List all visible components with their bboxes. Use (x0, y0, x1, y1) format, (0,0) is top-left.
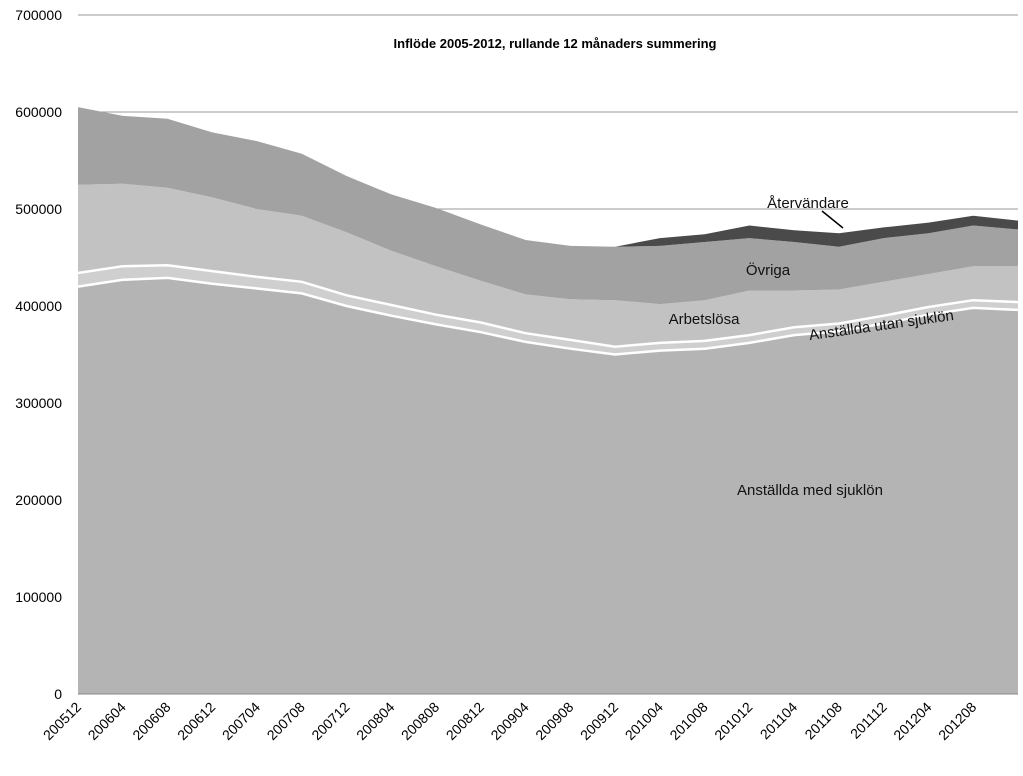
area-2 (78, 183, 1018, 347)
label-anstallda-med-sjuklon: Anställda med sjuklön (737, 482, 883, 499)
x-tick-label: 201012 (711, 699, 755, 743)
stacked-areas (77, 107, 1019, 694)
x-tick-label: 201208 (935, 699, 979, 743)
label-arbetslosa: Arbetslösa (669, 311, 741, 328)
y-tick-label: 0 (54, 686, 62, 702)
x-tick-label: 201104 (757, 699, 801, 743)
area-3 (78, 107, 1018, 305)
band-separator-line (77, 264, 1019, 348)
label-ovriga: Övriga (746, 261, 791, 279)
area-0 (78, 277, 1018, 694)
x-tick-label: 200608 (129, 699, 173, 743)
x-tick-label: 200804 (353, 699, 397, 743)
y-tick-label: 500000 (15, 201, 62, 217)
x-axis-labels: 200512 200604 200608 200612 200704 200708 2007… (40, 699, 980, 743)
x-tick-label: 201008 (666, 699, 710, 743)
chart-title: Inflöde 2005-2012, rullande 12 månaders … (394, 36, 717, 51)
x-tick-label: 201004 (622, 699, 666, 743)
y-tick-label: 200000 (15, 492, 62, 508)
x-tick-label: 200912 (577, 699, 621, 743)
y-tick-label: 300000 (15, 395, 62, 411)
x-tick-label: 200708 (264, 699, 308, 743)
x-tick-label: 200904 (487, 699, 531, 743)
x-tick-label: 200908 (532, 699, 576, 743)
band-separator-line (77, 276, 1019, 356)
x-tick-label: 200612 (174, 699, 218, 743)
x-tick-label: 201108 (801, 699, 845, 743)
y-tick-label: 400000 (15, 298, 62, 314)
y-tick-label: 600000 (15, 104, 62, 120)
x-tick-label: 201204 (890, 699, 934, 743)
x-tick-label: 200604 (85, 699, 129, 743)
y-axis-labels: 0 100000 200000 300000 400000 500000 600000 700… (15, 7, 62, 702)
x-tick-label: 200512 (40, 699, 84, 743)
label-atervandare: Återvändare (767, 195, 849, 212)
x-tick-label: 201112 (847, 699, 890, 742)
label-atervandare-leader (821, 210, 844, 229)
area-4 (78, 107, 1018, 247)
y-tick-label: 100000 (15, 589, 62, 605)
y-tick-label: 700000 (15, 7, 62, 23)
area-1 (78, 265, 1018, 355)
x-tick-label: 200704 (219, 699, 263, 743)
x-tick-label: 200812 (443, 699, 487, 743)
x-tick-label: 200712 (308, 699, 352, 743)
x-tick-label: 200808 (398, 699, 442, 743)
